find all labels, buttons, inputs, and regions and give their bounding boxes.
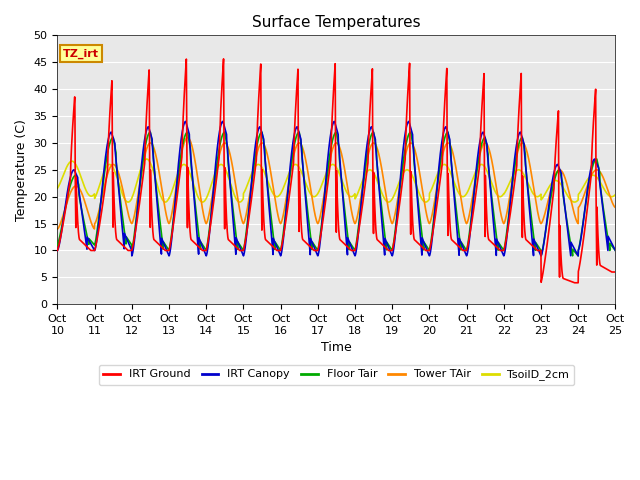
IRT Canopy: [405, 119, 413, 124]
Tower TAir: [54, 226, 61, 232]
IRT Canopy: [117, 211, 125, 217]
IRT Canopy: [268, 234, 275, 240]
TsoilD_2cm: [541, 192, 548, 198]
IRT Ground: [268, 242, 275, 248]
TsoilD_2cm: [117, 187, 125, 193]
IRT Ground: [54, 248, 61, 253]
Tower TAir: [612, 204, 620, 210]
Tower TAir: [292, 145, 300, 151]
Floor Tair: [268, 217, 275, 223]
IRT Ground: [117, 241, 125, 247]
X-axis label: Time: Time: [321, 341, 352, 354]
Tower TAir: [541, 212, 548, 218]
IRT Canopy: [128, 253, 136, 259]
Legend: IRT Ground, IRT Canopy, Floor Tair, Tower TAir, TsoilD_2cm: IRT Ground, IRT Canopy, Floor Tair, Towe…: [99, 365, 574, 385]
IRT Ground: [541, 260, 548, 266]
IRT Canopy: [54, 248, 61, 253]
Floor Tair: [601, 215, 609, 221]
IRT Canopy: [612, 248, 620, 253]
IRT Canopy: [541, 235, 548, 240]
Line: TsoilD_2cm: TsoilD_2cm: [58, 159, 616, 202]
Tower TAir: [150, 146, 158, 152]
Floor Tair: [574, 253, 582, 259]
IRT Ground: [571, 280, 579, 286]
Floor Tair: [292, 136, 300, 142]
Title: Surface Temperatures: Surface Temperatures: [252, 15, 420, 30]
TsoilD_2cm: [571, 199, 579, 205]
Floor Tair: [541, 236, 548, 241]
TsoilD_2cm: [143, 156, 150, 162]
TsoilD_2cm: [292, 162, 300, 168]
Text: TZ_irt: TZ_irt: [63, 49, 99, 59]
TsoilD_2cm: [601, 187, 609, 193]
TsoilD_2cm: [54, 185, 61, 191]
IRT Ground: [292, 103, 300, 109]
Y-axis label: Temperature (C): Temperature (C): [15, 119, 28, 221]
Line: Tower TAir: Tower TAir: [58, 138, 616, 229]
Floor Tair: [117, 203, 125, 208]
Line: IRT Ground: IRT Ground: [58, 59, 616, 283]
Line: IRT Canopy: IRT Canopy: [58, 121, 616, 256]
Line: Floor Tair: Floor Tair: [58, 132, 616, 256]
Floor Tair: [54, 242, 61, 248]
IRT Ground: [220, 56, 227, 62]
Tower TAir: [601, 178, 609, 184]
IRT Ground: [150, 237, 158, 243]
Floor Tair: [612, 248, 620, 253]
Tower TAir: [268, 174, 275, 180]
IRT Canopy: [150, 167, 158, 172]
Floor Tair: [150, 164, 158, 170]
IRT Ground: [612, 269, 620, 275]
TsoilD_2cm: [612, 192, 620, 198]
TsoilD_2cm: [150, 172, 158, 178]
IRT Canopy: [601, 221, 609, 227]
Tower TAir: [117, 179, 125, 185]
Floor Tair: [444, 129, 452, 135]
IRT Canopy: [292, 126, 300, 132]
Tower TAir: [184, 135, 191, 141]
IRT Ground: [601, 265, 609, 271]
TsoilD_2cm: [268, 188, 275, 193]
